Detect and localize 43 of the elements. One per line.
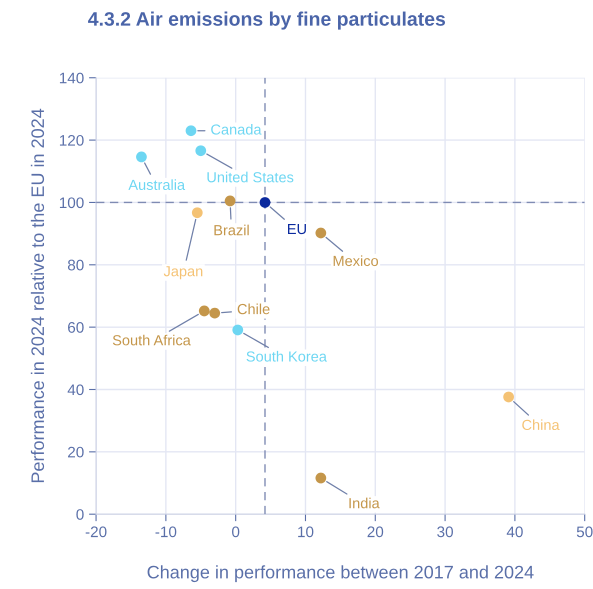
y-tick-label: 100	[60, 197, 84, 208]
series-label: South Africa	[112, 334, 191, 346]
x-tick-label: 50	[576, 526, 593, 538]
series-label: Mexico	[334, 255, 378, 266]
y-tick-label: 40	[68, 384, 84, 396]
x-tick-label: 40	[506, 526, 523, 538]
y-tick-label: 0	[76, 509, 84, 520]
x-tick-label: 20	[368, 526, 384, 538]
x-axis-title: Change in performance between 2017 and 2024	[148, 565, 534, 582]
point	[209, 308, 220, 318]
y-axis-title: Performance in 2024 relative to the EU in 2024	[30, 108, 44, 482]
point	[224, 196, 236, 206]
series-label: China	[522, 419, 560, 430]
y-tick-label: 120	[60, 134, 84, 146]
point	[136, 152, 147, 162]
point	[315, 228, 326, 238]
x-tick-label: -20	[86, 526, 107, 538]
point	[260, 197, 270, 208]
series-label: EU	[288, 224, 306, 234]
x-tick-label: -10	[156, 526, 176, 538]
y-tick-label: 140	[60, 72, 84, 84]
point	[503, 392, 514, 402]
point	[195, 145, 206, 156]
series-label: Brazil	[214, 224, 249, 236]
text: India	[349, 498, 380, 508]
series-label: Australia	[128, 179, 186, 190]
point	[192, 207, 203, 218]
x-tick-label: 30	[437, 526, 453, 538]
series-label: Chile	[238, 304, 270, 314]
y-tick-label: 80	[68, 260, 84, 270]
chart-title: 4.3.2 Air emissions by fine particulates	[88, 12, 446, 30]
point	[315, 472, 326, 484]
y-tick-label: 20	[68, 446, 84, 458]
y-tick-label: 60	[68, 322, 84, 333]
x-tick-label: 10	[298, 526, 314, 538]
series-label: South Korea	[246, 350, 327, 362]
x-tick-label: 0	[232, 526, 240, 538]
point	[232, 324, 244, 336]
text: Japan	[164, 266, 202, 280]
point	[198, 306, 210, 316]
series-label: United States	[207, 172, 294, 182]
series-label: Canada	[211, 124, 262, 135]
point	[186, 125, 196, 136]
